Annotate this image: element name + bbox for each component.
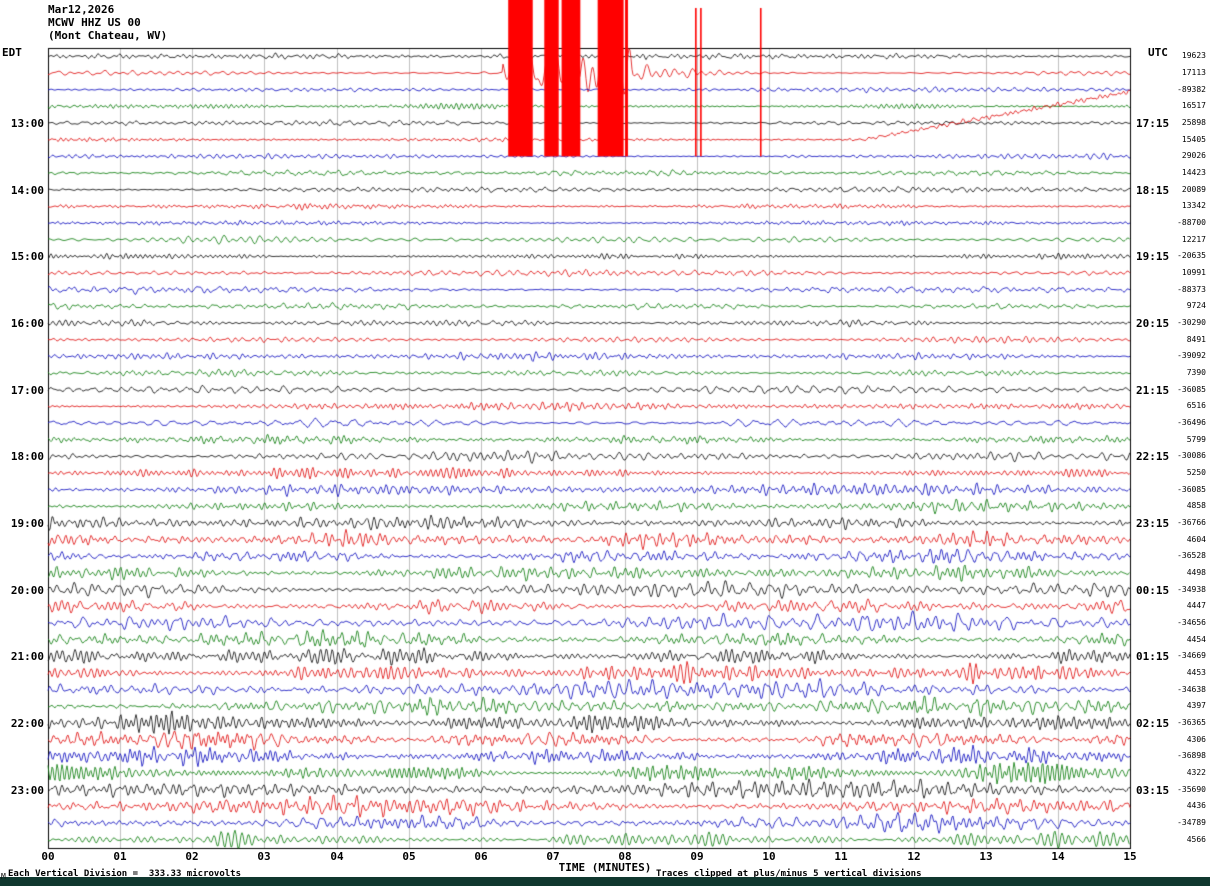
amplitude-value: 7390: [1186, 368, 1206, 377]
amplitude-value: 29026: [1181, 151, 1206, 160]
amplitude-value: -34638: [1177, 685, 1206, 694]
left-timezone-label: EDT: [2, 46, 22, 59]
amplitude-value: -36085: [1177, 385, 1206, 394]
minute-tick-label: 10: [762, 850, 776, 863]
amplitude-value: -36496: [1177, 418, 1206, 427]
edt-hour-label: 23:00: [10, 784, 44, 797]
amplitude-value: -36365: [1177, 718, 1206, 727]
minute-tick-label: 09: [690, 850, 704, 863]
minute-tick-label: 14: [1051, 850, 1065, 863]
amplitude-value: -36528: [1177, 551, 1206, 560]
minute-tick-label: 03: [257, 850, 271, 863]
utc-hour-label: 19:15: [1136, 250, 1170, 263]
amplitude-value: 4447: [1186, 601, 1206, 610]
amplitude-value: -36085: [1177, 485, 1206, 494]
minute-tick-label: 08: [618, 850, 632, 863]
header-station: MCWV HHZ US 00: [48, 16, 141, 29]
amplitude-value: 4454: [1186, 635, 1206, 644]
amplitude-value: 6516: [1186, 401, 1206, 410]
edt-hour-label: 21:00: [10, 650, 44, 663]
x-axis-title: TIME (MINUTES): [558, 861, 652, 874]
amplitude-value: -88700: [1177, 218, 1206, 227]
amplitude-value: 5799: [1186, 435, 1206, 444]
amplitude-value: 25898: [1181, 118, 1206, 127]
utc-hour-label: 17:15: [1136, 117, 1170, 130]
corner-mark: M: [1, 872, 6, 881]
utc-hour-label: 20:15: [1136, 317, 1170, 330]
minute-tick-label: 12: [907, 850, 921, 863]
utc-hour-label: 01:15: [1136, 650, 1170, 663]
amplitude-value: -20635: [1177, 251, 1206, 260]
amplitude-value: -30290: [1177, 318, 1206, 327]
edt-hour-label: 22:00: [10, 717, 44, 730]
header-location: (Mont Chateau, WV): [48, 29, 168, 42]
amplitude-value: -36766: [1177, 518, 1206, 527]
minute-tick-label: 15: [1123, 850, 1137, 863]
minute-tick-label: 05: [402, 850, 416, 863]
amplitude-value: -35690: [1177, 785, 1206, 794]
minute-tick-label: 04: [330, 850, 344, 863]
amplitude-value: -34669: [1177, 651, 1206, 660]
amplitude-value: -89382: [1177, 85, 1206, 94]
amplitude-value: 9724: [1186, 301, 1206, 310]
amplitude-value: -34938: [1177, 585, 1206, 594]
edt-hour-label: 13:00: [10, 117, 44, 130]
minute-tick-label: 13: [979, 850, 993, 863]
edt-hour-label: 20:00: [10, 584, 44, 597]
amplitude-value: 19623: [1181, 51, 1206, 60]
amplitude-value: 4453: [1186, 668, 1206, 677]
amplitude-value: 4322: [1186, 768, 1206, 777]
minute-tick-label: 11: [834, 850, 848, 863]
utc-hour-label: 18:15: [1136, 184, 1170, 197]
amplitude-value: 16517: [1181, 101, 1206, 110]
amplitude-value: 4566: [1186, 835, 1206, 844]
amplitude-value: 4604: [1186, 535, 1206, 544]
edt-hour-label: 18:00: [10, 450, 44, 463]
amplitude-value: 4436: [1186, 801, 1206, 810]
edt-hour-label: 17:00: [10, 384, 44, 397]
utc-hour-label: 02:15: [1136, 717, 1170, 730]
edt-hour-label: 15:00: [10, 250, 44, 263]
amplitude-value: 15405: [1181, 135, 1206, 144]
utc-hour-label: 23:15: [1136, 517, 1170, 530]
scale-note: Each Vertical Division = 333.33 microvol…: [8, 869, 241, 879]
amplitude-value: -30086: [1177, 451, 1206, 460]
edt-hour-label: 16:00: [10, 317, 44, 330]
amplitude-value: 4397: [1186, 701, 1206, 710]
utc-hour-label: 00:15: [1136, 584, 1170, 597]
utc-hour-label: 03:15: [1136, 784, 1170, 797]
edt-hour-label: 19:00: [10, 517, 44, 530]
amplitude-value: 4858: [1186, 501, 1206, 510]
utc-hour-label: 21:15: [1136, 384, 1170, 397]
minute-tick-label: 00: [41, 850, 55, 863]
amplitude-value: 5250: [1186, 468, 1206, 477]
amplitude-value: 13342: [1181, 201, 1206, 210]
minute-tick-label: 01: [113, 850, 127, 863]
amplitude-value: 17113: [1181, 68, 1206, 77]
amplitude-value: -36898: [1177, 751, 1206, 760]
amplitude-value: -39092: [1177, 351, 1206, 360]
amplitude-value: -34656: [1177, 618, 1206, 627]
amplitude-value: 20089: [1181, 185, 1206, 194]
utc-hour-label: 22:15: [1136, 450, 1170, 463]
amplitude-value: 4498: [1186, 568, 1206, 577]
amplitude-value: -34789: [1177, 818, 1206, 827]
minute-tick-label: 02: [185, 850, 199, 863]
amplitude-value: 8491: [1186, 335, 1206, 344]
minute-tick-label: 06: [474, 850, 488, 863]
edt-hour-label: 14:00: [10, 184, 44, 197]
header-date: Mar12,2026: [48, 3, 115, 16]
clip-note: Traces clipped at plus/minus 5 vertical …: [656, 869, 922, 879]
minute-tick-label: 07: [546, 850, 560, 863]
amplitude-value: 14423: [1181, 168, 1206, 177]
amplitude-value: -88373: [1177, 285, 1206, 294]
amplitude-value: 10991: [1181, 268, 1206, 277]
right-timezone-label: UTC: [1148, 46, 1168, 59]
amplitude-value: 12217: [1181, 235, 1206, 244]
amplitude-value: 4306: [1186, 735, 1206, 744]
footer-bar: [0, 877, 1210, 886]
